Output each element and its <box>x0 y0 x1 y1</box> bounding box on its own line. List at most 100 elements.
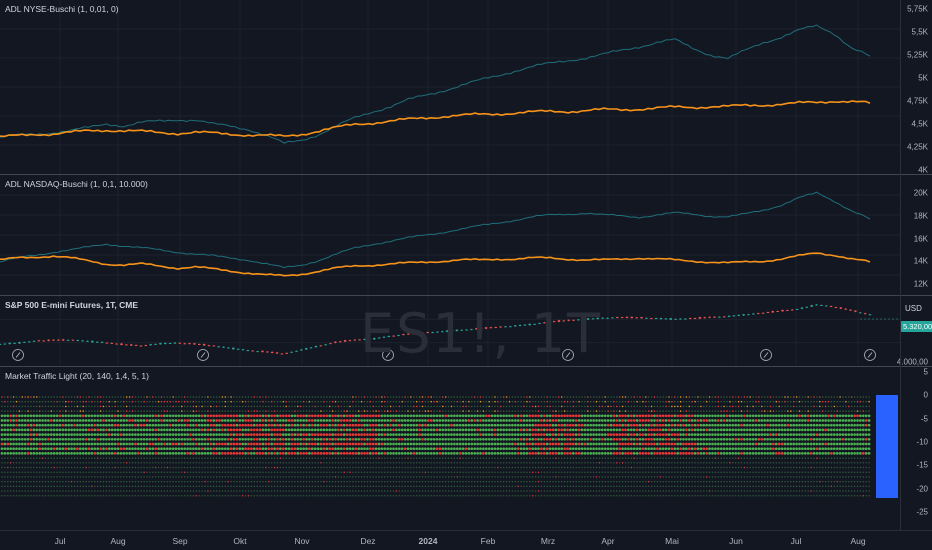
traffic-light-dot <box>18 414 21 418</box>
traffic-light-dot <box>168 414 172 418</box>
traffic-light-dot <box>136 414 140 418</box>
traffic-light-dot <box>407 400 409 403</box>
traffic-light-dot <box>792 442 796 446</box>
price-chart[interactable] <box>0 296 900 366</box>
traffic-light-dot <box>494 457 496 459</box>
adl-nasdaq-y-axis[interactable]: 20K 18K 16K 14K 12K <box>900 175 932 295</box>
currency-label[interactable]: USD <box>905 304 922 313</box>
traffic-light-dot <box>160 447 163 451</box>
traffic-light-dot <box>123 396 125 398</box>
traffic-light-dot <box>636 400 638 403</box>
traffic-light-dot <box>624 442 627 446</box>
traffic-light-dot <box>827 414 830 418</box>
traffic-light-dot <box>632 442 636 446</box>
traffic-light-dot <box>131 462 134 464</box>
traffic-light-dot <box>93 452 97 455</box>
traffic-light-dot <box>665 462 667 464</box>
traffic-light-dot <box>650 428 653 432</box>
traffic-light-dot <box>815 433 819 436</box>
traffic-light-dot <box>276 447 279 451</box>
traffic-light-dot <box>580 442 584 446</box>
traffic-light-dot <box>56 466 58 469</box>
traffic-light-pane[interactable]: Market Traffic Light (20, 140, 1,4, 5, 1… <box>0 367 932 530</box>
pane-separator[interactable] <box>0 174 932 175</box>
traffic-light-dot <box>656 423 659 427</box>
traffic-light-dot <box>479 423 482 427</box>
y-tick-label: 14K <box>913 256 928 266</box>
traffic-light-dot <box>743 396 746 398</box>
adl-nyse-y-axis[interactable]: 5,75K 5,5K 5,25K 5K 4,75K 4,5K 4,25K 4K <box>900 0 932 175</box>
price-pane[interactable]: S&P 500 E-mini Futures, 1T, CME 4.000,00 <box>0 296 932 367</box>
pane-separator[interactable] <box>0 366 932 367</box>
adl-nasdaq-legend[interactable]: ADL NASDAQ-Buschi (1, 0,1, 10.000) <box>5 179 148 189</box>
traffic-light-dot <box>32 433 36 436</box>
traffic-light-dot <box>714 452 717 455</box>
traffic-light-dot <box>789 452 793 455</box>
traffic-light-dot <box>691 410 693 412</box>
adl-nasdaq-pane[interactable]: ADL NASDAQ-Buschi (1, 0,1, 10.000) 20K 18… <box>0 175 932 295</box>
traffic-light-dot <box>18 396 21 398</box>
adl-nasdaq-chart[interactable] <box>0 175 900 295</box>
traffic-light-dot <box>73 414 76 418</box>
traffic-light-dot <box>337 419 340 422</box>
traffic-light-dot <box>96 428 100 432</box>
traffic-light-dot <box>435 423 439 427</box>
traffic-light-dot <box>76 437 79 441</box>
traffic-light-dot <box>595 462 598 464</box>
traffic-light-dot <box>438 437 442 441</box>
traffic-light-dot <box>531 396 534 398</box>
traffic-light-dot <box>221 462 224 464</box>
traffic-light-dot <box>171 428 175 432</box>
traffic-light-dot <box>775 462 778 464</box>
traffic-light-dot <box>612 447 616 451</box>
traffic-light-dot <box>256 462 258 464</box>
traffic-light-dot <box>374 433 378 436</box>
traffic-light-dot <box>107 433 111 436</box>
traffic-light-dot <box>456 396 459 398</box>
traffic-light-dot <box>401 405 404 408</box>
traffic-light-dot <box>267 433 271 436</box>
traffic-light-dot <box>339 452 343 455</box>
traffic-light-dot <box>218 452 221 455</box>
traffic-light-dot <box>334 414 337 418</box>
traffic-light-dot <box>102 410 105 412</box>
traffic-light-dot <box>203 433 207 436</box>
traffic-light-dot <box>82 400 84 403</box>
traffic-light-dot <box>584 410 586 412</box>
traffic-light-dot <box>6 442 10 446</box>
traffic-light-dot <box>748 433 752 436</box>
adl-nyse-legend[interactable]: ADL NYSE-Buschi (1, 0,01, 0) <box>5 4 119 14</box>
traffic-light-dot <box>867 437 871 441</box>
traffic-light-dot <box>128 423 131 427</box>
traffic-light-dot <box>545 423 549 427</box>
traffic-light-dot <box>44 466 47 469</box>
traffic-light-dot <box>516 428 520 432</box>
adl-nyse-pane[interactable]: ADL NYSE-Buschi (1, 0,01, 0) 5,75K 5,5K 5,… <box>0 0 932 175</box>
traffic-light-dot <box>821 447 825 451</box>
traffic-light-dot <box>284 419 288 422</box>
traffic-light-dot <box>781 410 783 412</box>
traffic-light-dot <box>110 428 114 432</box>
traffic-light-dot <box>180 433 184 436</box>
traffic-light-dot <box>369 396 372 398</box>
traffic-light-chart[interactable] <box>0 367 900 530</box>
traffic-light-dot <box>859 423 862 427</box>
traffic-light-dot <box>183 400 186 403</box>
adl-nyse-chart[interactable] <box>0 0 900 174</box>
pane-separator[interactable] <box>0 295 932 296</box>
traffic-light-dot <box>467 447 471 451</box>
price-y-axis[interactable]: 4.000,00 <box>897 296 932 367</box>
traffic-light-dot <box>421 410 424 412</box>
traffic-light-dot <box>140 462 142 464</box>
price-legend[interactable]: S&P 500 E-mini Futures, 1T, CME <box>5 300 139 310</box>
traffic-light-dot <box>209 447 213 451</box>
traffic-light-dot <box>621 452 624 455</box>
traffic-light-dot <box>586 452 590 455</box>
candle-body <box>844 308 847 310</box>
traffic-light-dot <box>241 410 244 412</box>
traffic-light-dot <box>366 457 369 459</box>
traffic-light-dot <box>41 437 44 441</box>
traffic-light-dot <box>189 457 192 459</box>
candle-body <box>645 317 648 319</box>
traffic-light-dot <box>763 442 767 446</box>
